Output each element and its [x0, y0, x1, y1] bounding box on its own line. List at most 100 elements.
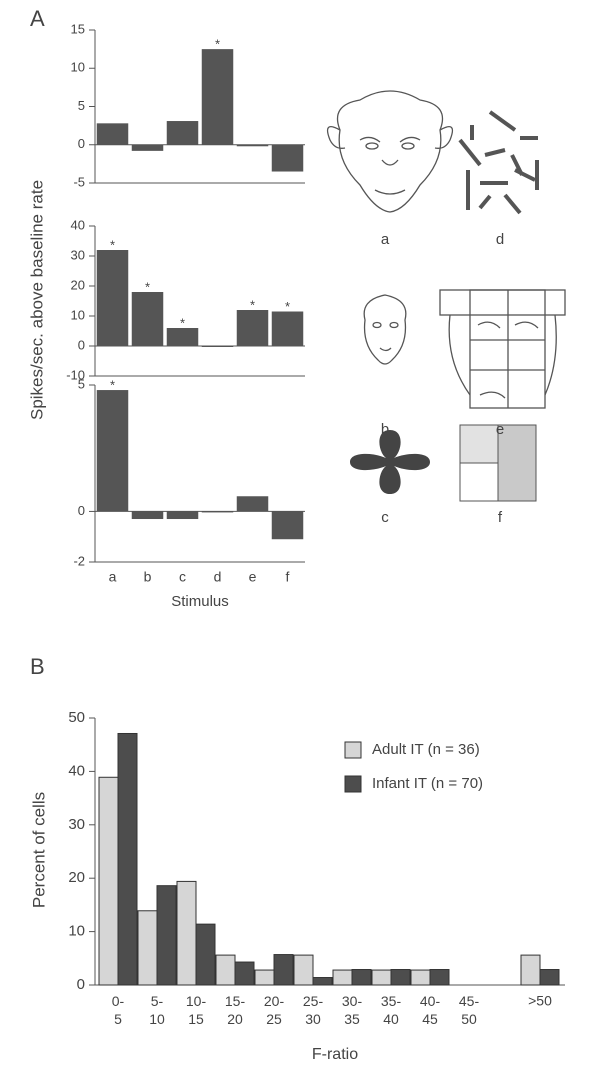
x-tick-label: 5-10: [149, 993, 165, 1027]
bar: [271, 511, 304, 540]
quadrant-shape: [459, 424, 537, 502]
bar: [429, 969, 450, 986]
y-tick-label: 0: [78, 136, 85, 151]
significance-marker: *: [215, 37, 220, 52]
x-tick-label: >50: [528, 993, 552, 1009]
y-tick-label: 0: [78, 337, 85, 352]
y-tick-label: 5: [78, 98, 85, 113]
bar: [117, 732, 138, 986]
y-tick-label: 15: [71, 21, 85, 36]
x-tick-label: a: [109, 569, 117, 585]
y-tick-label: 40: [68, 762, 85, 779]
bar: [410, 969, 431, 986]
y-tick-label: 20: [68, 869, 85, 886]
bar: [201, 511, 234, 513]
significance-marker: *: [180, 315, 185, 330]
bar: [131, 292, 164, 346]
bar: [96, 390, 129, 512]
y-tick-label: 30: [71, 247, 85, 262]
bar: [131, 511, 164, 520]
stimulus-label: b: [381, 421, 389, 438]
y-tick-label: 0: [77, 976, 85, 993]
y-tick-label: 10: [68, 923, 85, 940]
scrambled-face: [439, 289, 566, 409]
x-tick-label: f: [286, 569, 290, 585]
bar: [156, 885, 177, 986]
y-tick-label: 40: [71, 217, 85, 232]
bar: [351, 969, 372, 986]
bar: [520, 954, 541, 986]
stimulus-label: a: [381, 231, 390, 248]
monkey-face-small: [363, 294, 407, 365]
significance-marker: *: [110, 377, 115, 392]
bar: [271, 144, 304, 172]
legend-swatch: [344, 775, 362, 793]
stimulus-label: d: [496, 231, 504, 248]
y-axis-label: Spikes/sec. above baseline rate: [27, 180, 46, 420]
x-axis-label: F-ratio: [312, 1046, 358, 1063]
significance-marker: *: [145, 279, 150, 294]
x-tick-label: b: [144, 569, 152, 585]
bar: [96, 123, 129, 145]
bar: [201, 346, 234, 347]
bar: [166, 328, 199, 346]
y-tick-label: 20: [71, 277, 85, 292]
monkey-face-large: [326, 90, 454, 213]
x-axis-label: Stimulus: [171, 593, 229, 610]
stimulus-drawings: [326, 90, 566, 502]
cross-shape: [350, 430, 430, 494]
y-tick-label: 5: [78, 376, 85, 391]
bar: [215, 954, 236, 986]
bar: [236, 144, 269, 147]
stimulus-label: c: [381, 509, 389, 526]
significance-marker: *: [285, 299, 290, 314]
bar: [201, 49, 234, 145]
x-tick-label: 40-45: [420, 993, 441, 1027]
legend-label: Infant IT (n = 70): [372, 775, 483, 792]
bar: [236, 310, 269, 346]
x-tick-label: 20-25: [264, 993, 285, 1027]
x-tick-label: c: [179, 569, 186, 585]
bar: [234, 961, 255, 986]
y-tick-label: 10: [71, 307, 85, 322]
x-tick-label: 45-50: [459, 993, 480, 1027]
y-tick-label: 0: [78, 503, 85, 518]
y-tick-label: 30: [68, 816, 85, 833]
bar: [539, 969, 560, 986]
bar: [195, 923, 216, 986]
bar: [293, 954, 314, 986]
scrambled-lines: [458, 110, 539, 215]
bar: [254, 969, 275, 986]
legend-swatch: [344, 741, 362, 759]
panel-label: B: [30, 654, 45, 679]
y-axis-label: Percent of cells: [29, 792, 48, 908]
y-tick-label: 10: [71, 60, 85, 75]
bar: [332, 969, 353, 986]
x-tick-label: 10-15: [186, 993, 207, 1027]
bar: [390, 969, 411, 986]
significance-marker: *: [250, 297, 255, 312]
bar: [236, 496, 269, 512]
x-tick-label: 0-5: [112, 993, 125, 1027]
stimulus-label: e: [496, 421, 504, 438]
x-tick-label: e: [249, 569, 257, 585]
bar: [166, 121, 199, 145]
bar: [131, 144, 164, 151]
bar: [176, 880, 197, 986]
bar: [271, 311, 304, 346]
stimulus-label: f: [498, 509, 503, 526]
y-tick-label: -10: [66, 367, 85, 382]
x-tick-label: 30-35: [342, 993, 363, 1027]
significance-marker: *: [110, 237, 115, 252]
y-tick-label: 50: [68, 709, 85, 726]
x-tick-label: 35-40: [381, 993, 402, 1027]
bar: [166, 511, 199, 520]
bar: [312, 977, 333, 986]
bar: [137, 910, 158, 986]
panel-label: A: [30, 6, 45, 31]
y-tick-label: -2: [73, 553, 85, 568]
bar: [96, 250, 129, 346]
bar: [273, 954, 294, 986]
legend-label: Adult IT (n = 36): [372, 741, 480, 758]
